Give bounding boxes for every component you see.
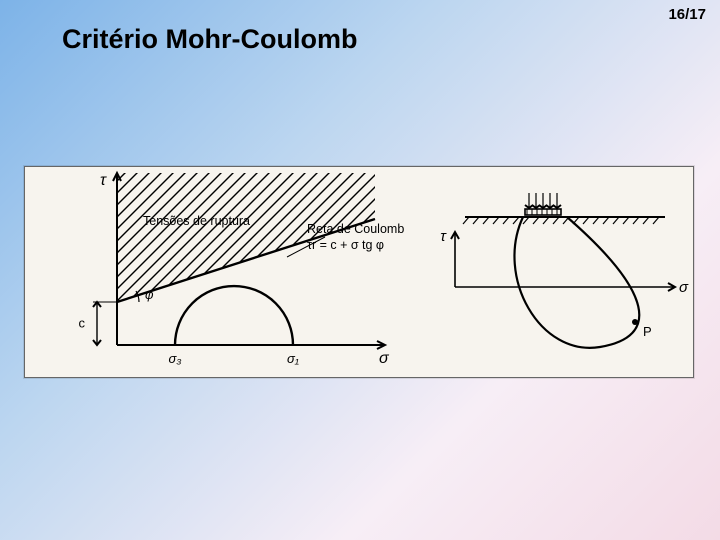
- svg-text:σ₁: σ₁: [287, 351, 299, 366]
- svg-text:σ: σ: [379, 350, 390, 367]
- svg-text:τ: τ: [440, 228, 447, 245]
- page-number: 16/17: [668, 6, 706, 23]
- svg-text:σ₃: σ₃: [169, 351, 182, 366]
- slide-title: Critério Mohr-Coulomb: [62, 24, 357, 55]
- right-plot: τ σ P: [440, 193, 689, 348]
- svg-text:σ: σ: [679, 279, 689, 296]
- svg-text:c: c: [79, 316, 86, 331]
- rupture-hatch: [25, 167, 693, 357]
- figure-frame: τσcφσ₃σ₁Tensões de rupturaReta de Coulom…: [24, 166, 694, 378]
- slide: 16/17 Critério Mohr-Coulomb τσcφσ₃σ₁Tens…: [0, 0, 720, 540]
- svg-text:τr = c + σ tg φ: τr = c + σ tg φ: [307, 238, 384, 252]
- mohr-coulomb-diagram: τσcφσ₃σ₁Tensões de rupturaReta de Coulom…: [25, 167, 693, 377]
- svg-text:τ: τ: [100, 172, 107, 189]
- svg-text:P: P: [643, 324, 652, 339]
